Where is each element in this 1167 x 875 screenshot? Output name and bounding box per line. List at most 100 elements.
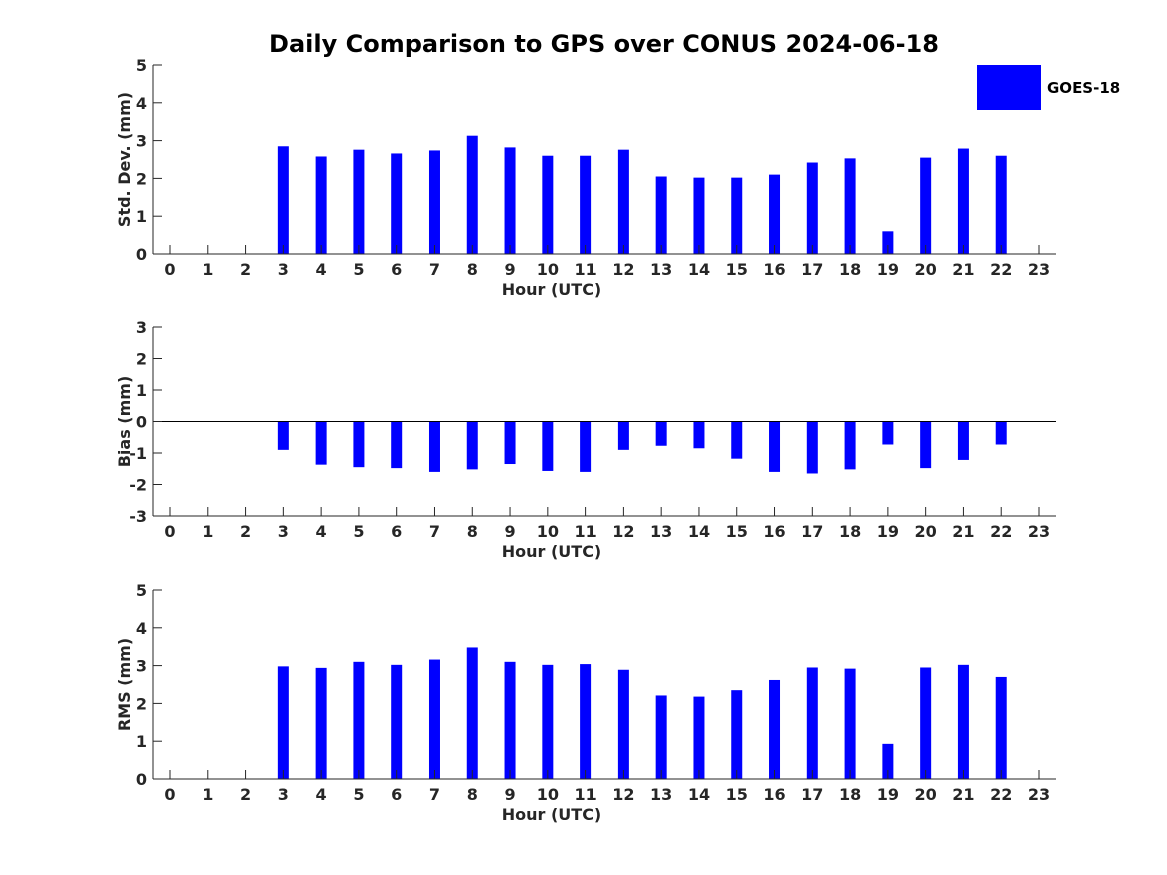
x-tick-label: 17: [801, 785, 823, 804]
x-tick-label: 21: [952, 260, 974, 279]
x-tick-label: 8: [467, 785, 478, 804]
x-tick-label: 20: [915, 522, 937, 541]
x-tick-label: 23: [1028, 522, 1050, 541]
x-tick-label: 8: [467, 260, 478, 279]
x-axis-label: Hour (UTC): [502, 280, 602, 299]
bar-hour-20: [920, 157, 932, 254]
x-tick-label: 10: [537, 260, 559, 279]
x-tick-label: 15: [726, 260, 748, 279]
x-tick-label: 2: [240, 785, 251, 804]
x-tick-label: 18: [839, 522, 861, 541]
bar-hour-19: [882, 231, 894, 254]
x-tick-label: 2: [240, 522, 251, 541]
x-tick-label: 13: [650, 260, 672, 279]
x-tick-label: 5: [353, 785, 364, 804]
bar-hour-8: [466, 135, 478, 254]
bar-hour-3: [277, 146, 289, 254]
x-tick-label: 19: [877, 522, 899, 541]
bar-hour-22: [995, 676, 1007, 779]
y-axis-label: RMS (mm): [115, 638, 134, 731]
y-tick-label: -2: [129, 476, 147, 495]
bar-hour-16: [769, 174, 781, 254]
x-tick-label: 7: [429, 522, 440, 541]
x-tick-label: 6: [391, 522, 402, 541]
bar-hour-16: [769, 679, 781, 779]
x-tick-label: 5: [353, 522, 364, 541]
x-tick-label: 18: [839, 260, 861, 279]
x-tick-label: 10: [537, 522, 559, 541]
y-tick-label: 0: [136, 245, 147, 264]
x-tick-label: 16: [763, 260, 785, 279]
legend-label: GOES-18: [1047, 79, 1120, 97]
bar-hour-13: [655, 695, 667, 779]
y-tick-label: 5: [136, 581, 147, 600]
bar-hour-6: [391, 153, 403, 254]
bar-hour-17: [806, 162, 818, 254]
x-tick-label: 16: [763, 785, 785, 804]
bar-hour-3: [277, 421, 289, 450]
x-tick-label: 14: [688, 522, 710, 541]
bar-hour-5: [353, 149, 365, 254]
bar-hour-13: [655, 176, 667, 254]
bar-hour-10: [542, 155, 554, 254]
x-tick-label: 12: [612, 260, 634, 279]
bar-hour-19: [882, 743, 894, 779]
bar-hour-9: [504, 147, 516, 254]
bar-hour-11: [580, 421, 592, 472]
y-tick-label: 1: [136, 207, 147, 226]
bar-hour-17: [806, 667, 818, 779]
bar-hour-18: [844, 668, 856, 779]
x-tick-label: 7: [429, 260, 440, 279]
bar-hour-15: [731, 421, 743, 459]
x-tick-label: 15: [726, 785, 748, 804]
x-tick-label: 13: [650, 522, 672, 541]
x-tick-label: 14: [688, 785, 710, 804]
y-tick-label: -1: [129, 444, 147, 463]
bar-hour-15: [731, 690, 743, 779]
bar-hour-8: [466, 421, 478, 470]
x-tick-label: 8: [467, 522, 478, 541]
x-tick-label: 6: [391, 785, 402, 804]
x-tick-label: 19: [877, 785, 899, 804]
x-tick-label: 0: [164, 260, 175, 279]
x-tick-label: 22: [990, 522, 1012, 541]
x-tick-label: 22: [990, 785, 1012, 804]
x-axis-label: Hour (UTC): [502, 805, 602, 824]
bar-hour-12: [617, 149, 629, 254]
x-tick-label: 12: [612, 522, 634, 541]
legend: GOES-18: [977, 65, 1120, 110]
x-tick-label: 1: [202, 522, 213, 541]
x-tick-label: 23: [1028, 260, 1050, 279]
bar-hour-18: [844, 158, 856, 254]
x-tick-label: 3: [278, 785, 289, 804]
x-tick-label: 12: [612, 785, 634, 804]
y-tick-label: 0: [136, 770, 147, 789]
x-tick-label: 1: [202, 260, 213, 279]
x-tick-label: 9: [504, 522, 515, 541]
bar-hour-7: [428, 421, 440, 472]
x-tick-label: 15: [726, 522, 748, 541]
chart-title: Daily Comparison to GPS over CONUS 2024-…: [269, 30, 939, 58]
bar-hour-10: [542, 664, 554, 779]
y-tick-label: 1: [136, 381, 147, 400]
bar-hour-3: [277, 666, 289, 779]
bar-hour-4: [315, 421, 327, 465]
x-tick-label: 16: [763, 522, 785, 541]
bar-hour-7: [428, 150, 440, 254]
bar-hour-11: [580, 155, 592, 254]
x-tick-label: 11: [574, 522, 596, 541]
y-tick-label: 5: [136, 56, 147, 75]
x-tick-label: 0: [164, 785, 175, 804]
y-axis-label: Std. Dev. (mm): [115, 92, 134, 227]
x-axis-label: Hour (UTC): [502, 542, 602, 561]
x-tick-label: 2: [240, 260, 251, 279]
x-tick-label: 14: [688, 260, 710, 279]
x-tick-label: 4: [316, 522, 327, 541]
bar-hour-21: [957, 148, 969, 254]
bar-hour-14: [693, 177, 705, 254]
bar-hour-10: [542, 421, 554, 471]
